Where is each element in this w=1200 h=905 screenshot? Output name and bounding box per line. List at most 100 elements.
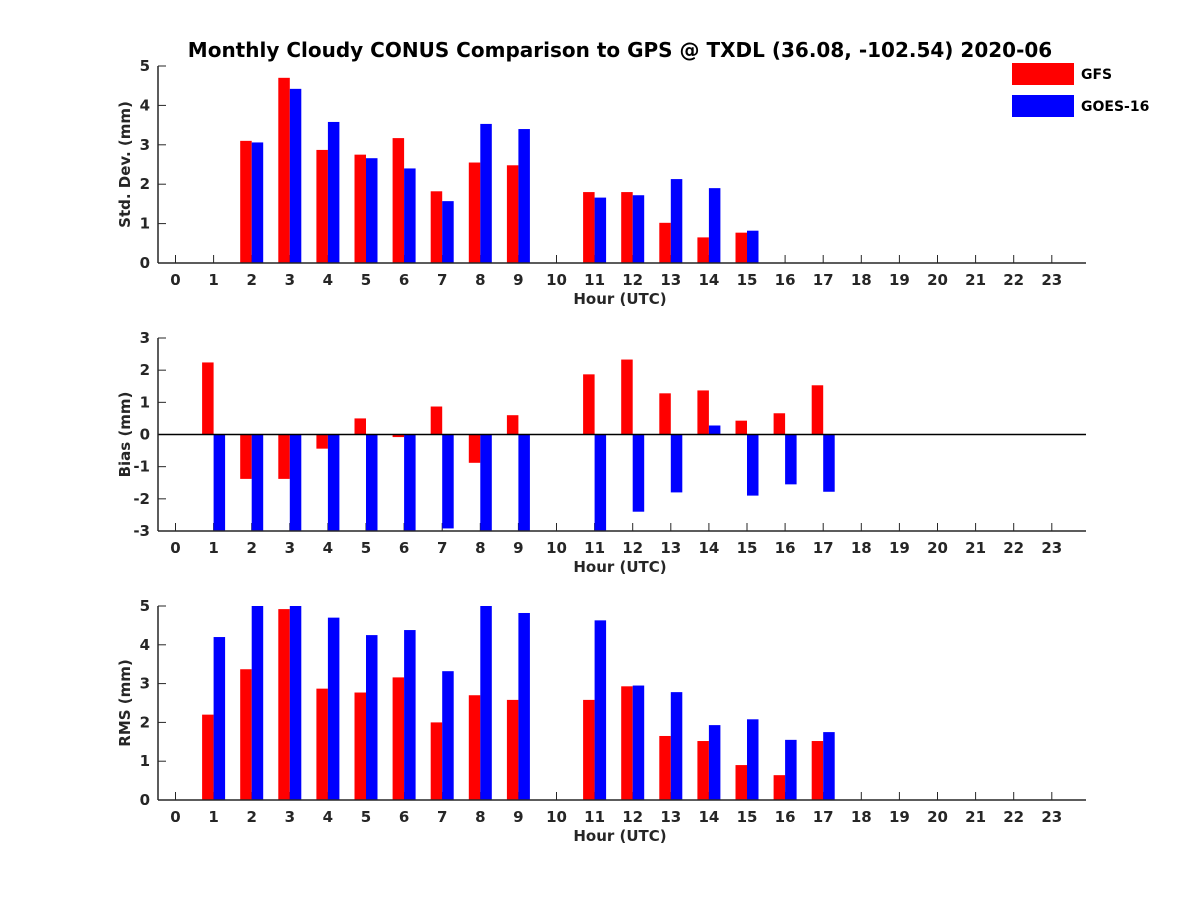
bias-bar-goes16-17 [823,434,835,492]
bias-bar-goes16-7 [442,434,454,529]
rms-xtick-label: 0 [170,808,180,826]
std-dev-xtick-label: 23 [1041,271,1062,289]
std-dev-bar-goes16-13 [670,179,683,263]
bias-bar-goes16-11 [594,434,607,531]
rms-xtick-label: 11 [584,808,605,826]
rms-bar-goes16-17 [823,732,835,800]
rms-ytick-label: 5 [140,597,150,615]
std-dev-xtick-label: 11 [584,271,605,289]
bias-ytick-label: -1 [133,458,150,476]
bias-bar-gfs-7 [430,406,443,435]
rms-bar-goes16-13 [670,692,683,800]
std-dev-bar-gfs-13 [659,222,671,263]
rms-bar-gfs-11 [583,699,595,800]
rms-xtick-label: 4 [323,808,333,826]
rms-bar-gfs-8 [468,695,481,800]
std-dev-bar-goes16-14 [708,188,721,263]
std-dev-xtick-label: 6 [399,271,409,289]
rms-bar-goes16-8 [480,606,492,800]
rms-ytick-label: 3 [140,675,150,693]
rms-xtick-label: 1 [208,808,218,826]
rms-bar-goes16-6 [404,630,416,800]
rms-xtick-label: 3 [285,808,295,826]
std-dev-bar-gfs-6 [392,138,405,263]
std-dev-bar-gfs-9 [506,165,519,263]
std-dev-xtick-label: 16 [775,271,796,289]
rms-bar-gfs-7 [430,722,443,800]
bias-bar-gfs-2 [240,434,252,479]
rms-bar-gfs-4 [316,688,328,800]
std-dev-xtick-label: 21 [965,271,986,289]
bias-xtick-label: 9 [513,539,523,557]
std-dev-bar-goes16-7 [442,201,454,263]
rms-xtick-label: 15 [737,808,758,826]
bias-xtick-label: 19 [889,539,910,557]
bias-xtick-label: 20 [927,539,948,557]
bias-bar-gfs-12 [621,359,633,435]
rms-xlabel: Hour (UTC) [573,827,666,845]
bias-ytick-label: 2 [140,361,150,379]
std-dev-bar-goes16-4 [327,121,340,263]
rms-xtick-label: 19 [889,808,910,826]
bias-bar-goes16-3 [289,434,302,531]
std-dev-xtick-label: 19 [889,271,910,289]
rms-xtick-label: 13 [660,808,681,826]
rms-bar-goes16-1 [213,637,226,800]
legend: GFS GOES-16 [1012,63,1149,117]
bias-xlabel: Hour (UTC) [573,558,666,576]
bias-xtick-label: 10 [546,539,567,557]
rms-bar-goes16-5 [366,635,378,800]
bias-bar-gfs-16 [773,413,786,435]
std-dev-xtick-label: 7 [437,271,447,289]
rms-xtick-label: 21 [965,808,986,826]
std-dev-xtick-label: 5 [361,271,371,289]
bias-bar-gfs-8 [468,434,481,463]
std-dev-bar-goes16-11 [594,197,607,263]
bias-bar-gfs-17 [811,385,824,435]
bias-xtick-label: 22 [1003,539,1024,557]
bias-bar-gfs-6 [392,434,405,438]
std-dev-xtick-label: 0 [170,271,180,289]
rms-xtick-label: 23 [1041,808,1062,826]
bias-bar-goes16-1 [213,434,226,531]
bias-bar-goes16-4 [327,434,340,531]
rms-bar-gfs-3 [278,609,290,800]
bias-ytick-label: 0 [140,426,150,444]
std-dev-ytick-label: 4 [140,96,150,114]
bias-bar-gfs-1 [202,362,214,435]
rms-ytick-label: 1 [140,752,150,770]
rms-xtick-label: 14 [698,808,719,826]
bias-bar-goes16-5 [366,434,378,531]
std-dev-bar-gfs-7 [430,191,443,263]
bias-bar-gfs-9 [506,415,519,435]
std-dev-xtick-label: 18 [851,271,872,289]
rms-xtick-label: 6 [399,808,409,826]
rms-xtick-label: 12 [622,808,643,826]
rms-xtick-label: 7 [437,808,447,826]
rms-bar-goes16-4 [327,617,340,800]
rms-xtick-label: 10 [546,808,567,826]
std-dev-bar-gfs-15 [735,232,747,263]
std-dev-xtick-label: 14 [698,271,719,289]
bias-xtick-label: 0 [170,539,180,557]
std-dev-bar-gfs-8 [468,162,481,263]
rms-xtick-label: 5 [361,808,371,826]
bias-xtick-label: 5 [361,539,371,557]
std-dev-xtick-label: 1 [208,271,218,289]
bias-bar-goes16-2 [251,434,264,531]
std-dev-bar-gfs-4 [316,149,328,263]
bias-xtick-label: 14 [698,539,719,557]
legend-label-goes16: GOES-16 [1081,99,1149,115]
rms-xtick-label: 8 [475,808,485,826]
bias-ytick-label: 1 [140,393,150,411]
std-dev-ytick-label: 0 [140,254,150,272]
rms-bar-goes16-2 [251,606,264,800]
std-dev-ytick-label: 5 [140,57,150,75]
bias-bar-goes16-15 [747,434,759,496]
std-dev-xtick-label: 13 [660,271,681,289]
std-dev-bar-gfs-12 [621,192,633,263]
bias-bar-gfs-15 [735,420,747,435]
